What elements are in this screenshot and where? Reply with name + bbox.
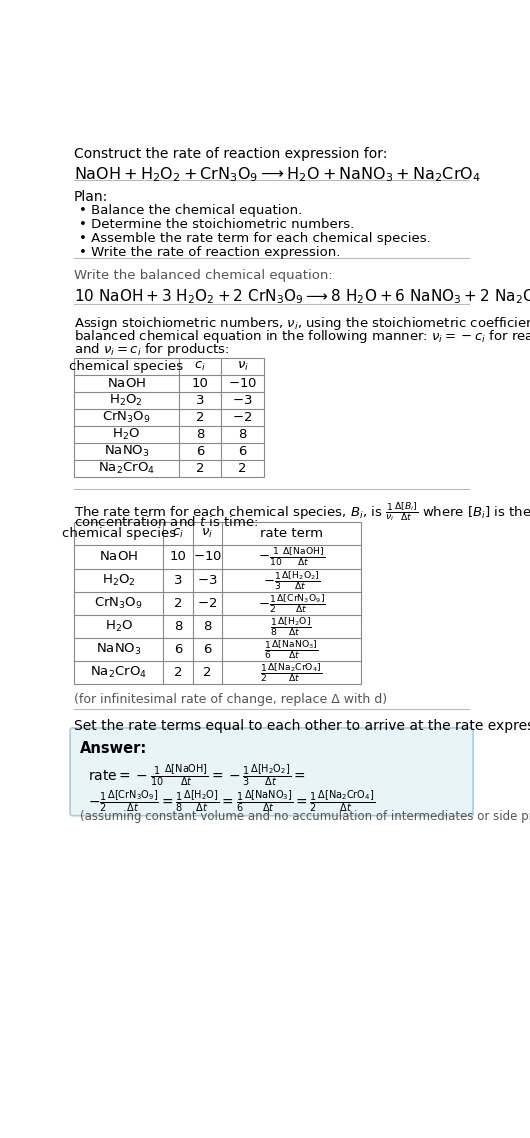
Text: concentration and $t$ is time:: concentration and $t$ is time: — [74, 514, 258, 529]
Text: $\frac{1}{6}\frac{\Delta[\mathrm{NaNO_3}]}{\Delta t}$: $\frac{1}{6}\frac{\Delta[\mathrm{NaNO_3}… — [264, 638, 319, 661]
Text: Plan:: Plan: — [74, 190, 108, 205]
Text: $\mathrm{NaNO_3}$: $\mathrm{NaNO_3}$ — [103, 444, 149, 459]
Text: 3: 3 — [174, 574, 182, 586]
Text: 2: 2 — [196, 411, 204, 424]
Text: Construct the rate of reaction expression for:: Construct the rate of reaction expressio… — [74, 147, 387, 160]
Text: (for infinitesimal rate of change, replace Δ with d): (for infinitesimal rate of change, repla… — [74, 693, 387, 707]
Text: $\frac{1}{8}\frac{\Delta[\mathrm{H_2O}]}{\Delta t}$: $\frac{1}{8}\frac{\Delta[\mathrm{H_2O}]}… — [270, 615, 312, 637]
Text: 6: 6 — [238, 445, 247, 457]
Text: $\mathrm{H_2O_2}$: $\mathrm{H_2O_2}$ — [109, 393, 143, 409]
Text: $\nu_i$: $\nu_i$ — [236, 361, 249, 373]
Text: $-$10: $-$10 — [193, 551, 222, 563]
Text: Write the balanced chemical equation:: Write the balanced chemical equation: — [74, 269, 333, 282]
Text: $-\frac{1}{2}\frac{\Delta[\mathrm{CrN_3O_9}]}{\Delta t}= \frac{1}{8}\frac{\Delta: $-\frac{1}{2}\frac{\Delta[\mathrm{CrN_3O… — [88, 789, 375, 815]
Text: $\mathrm{rate} = -\frac{1}{10}\frac{\Delta[\mathrm{NaOH}]}{\Delta t}= -\frac{1}{: $\mathrm{rate} = -\frac{1}{10}\frac{\Del… — [88, 762, 305, 789]
Text: chemical species: chemical species — [69, 361, 183, 373]
Text: 10: 10 — [170, 551, 186, 563]
Text: 8: 8 — [203, 620, 211, 633]
Text: (assuming constant volume and no accumulation of intermediates or side products): (assuming constant volume and no accumul… — [80, 810, 530, 823]
Text: 6: 6 — [196, 445, 204, 457]
Text: $c_i$: $c_i$ — [172, 527, 184, 541]
Text: $-\frac{1}{2}\frac{\Delta[\mathrm{CrN_3O_9}]}{\Delta t}$: $-\frac{1}{2}\frac{\Delta[\mathrm{CrN_3O… — [258, 592, 325, 615]
Text: 8: 8 — [238, 428, 247, 442]
Text: 10: 10 — [191, 377, 208, 390]
Text: $\mathrm{H_2O}$: $\mathrm{H_2O}$ — [112, 427, 140, 442]
Text: $-$3: $-$3 — [232, 394, 253, 407]
Text: • Write the rate of reaction expression.: • Write the rate of reaction expression. — [78, 246, 340, 259]
Text: balanced chemical equation in the following manner: $\nu_i = -c_i$ for reactants: balanced chemical equation in the follow… — [74, 328, 530, 345]
Text: $\mathrm{CrN_3O_9}$: $\mathrm{CrN_3O_9}$ — [94, 595, 143, 611]
Text: $\nu_i$: $\nu_i$ — [201, 527, 213, 541]
Text: $\frac{1}{2}\frac{\Delta[\mathrm{Na_2CrO_4}]}{\Delta t}$: $\frac{1}{2}\frac{\Delta[\mathrm{Na_2CrO… — [260, 661, 323, 684]
Text: $-$2: $-$2 — [197, 596, 217, 610]
Text: 8: 8 — [174, 620, 182, 633]
Text: and $\nu_i = c_i$ for products:: and $\nu_i = c_i$ for products: — [74, 341, 229, 358]
Text: 2: 2 — [196, 462, 204, 475]
Text: • Assemble the rate term for each chemical species.: • Assemble the rate term for each chemic… — [78, 232, 430, 245]
Text: $\mathrm{H_2O}$: $\mathrm{H_2O}$ — [104, 619, 132, 634]
Text: The rate term for each chemical species, $B_i$, is $\frac{1}{\nu_i}\frac{\Delta[: The rate term for each chemical species,… — [74, 500, 530, 523]
Text: Set the rate terms equal to each other to arrive at the rate expression:: Set the rate terms equal to each other t… — [74, 719, 530, 734]
Text: 6: 6 — [203, 643, 211, 655]
Text: $\mathrm{NaOH + H_2O_2 + CrN_3O_9 \longrightarrow H_2O + NaNO_3 + Na_2CrO_4}$: $\mathrm{NaOH + H_2O_2 + CrN_3O_9 \longr… — [74, 165, 481, 183]
Text: $c_i$: $c_i$ — [194, 361, 206, 373]
Text: chemical species: chemical species — [61, 527, 175, 541]
Text: $-\frac{1}{10}\frac{\Delta[\mathrm{NaOH}]}{\Delta t}$: $-\frac{1}{10}\frac{\Delta[\mathrm{NaOH}… — [258, 546, 325, 568]
Text: $\mathrm{Na_2CrO_4}$: $\mathrm{Na_2CrO_4}$ — [98, 461, 155, 476]
Text: $\mathrm{NaOH}$: $\mathrm{NaOH}$ — [107, 377, 146, 390]
Bar — [74, 522, 361, 684]
Text: $-$3: $-$3 — [197, 574, 217, 586]
Text: • Determine the stoichiometric numbers.: • Determine the stoichiometric numbers. — [78, 218, 354, 231]
Text: rate term: rate term — [260, 527, 323, 541]
Text: $\mathrm{NaNO_3}$: $\mathrm{NaNO_3}$ — [96, 642, 142, 657]
Text: $-$10: $-$10 — [228, 377, 257, 390]
Text: 2: 2 — [238, 462, 247, 475]
Text: • Balance the chemical equation.: • Balance the chemical equation. — [78, 205, 302, 217]
Text: $-$2: $-$2 — [233, 411, 253, 424]
FancyBboxPatch shape — [70, 728, 473, 816]
Text: 3: 3 — [196, 394, 204, 407]
Text: 2: 2 — [203, 666, 211, 679]
Text: $\mathrm{CrN_3O_9}$: $\mathrm{CrN_3O_9}$ — [102, 410, 151, 426]
Text: $\mathrm{NaOH}$: $\mathrm{NaOH}$ — [99, 551, 138, 563]
Text: 8: 8 — [196, 428, 204, 442]
Text: 2: 2 — [174, 666, 182, 679]
Text: 6: 6 — [174, 643, 182, 655]
Text: $-\frac{1}{3}\frac{\Delta[\mathrm{H_2O_2}]}{\Delta t}$: $-\frac{1}{3}\frac{\Delta[\mathrm{H_2O_2… — [263, 569, 320, 592]
Text: $\mathrm{10\ NaOH + 3\ H_2O_2 + 2\ CrN_3O_9 \longrightarrow 8\ H_2O + 6\ NaNO_3 : $\mathrm{10\ NaOH + 3\ H_2O_2 + 2\ CrN_3… — [74, 288, 530, 306]
Text: $\mathrm{Na_2CrO_4}$: $\mathrm{Na_2CrO_4}$ — [90, 665, 147, 681]
Text: Assign stoichiometric numbers, $\nu_i$, using the stoichiometric coefficients, $: Assign stoichiometric numbers, $\nu_i$, … — [74, 315, 530, 332]
Text: Answer:: Answer: — [80, 741, 147, 756]
Text: $\mathrm{H_2O_2}$: $\mathrm{H_2O_2}$ — [102, 572, 136, 587]
Text: 2: 2 — [174, 596, 182, 610]
Bar — [74, 358, 264, 477]
